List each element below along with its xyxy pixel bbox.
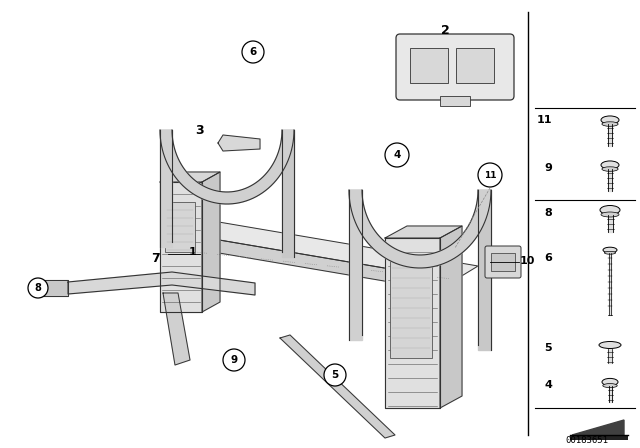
Circle shape [223,349,245,371]
Bar [165,202,195,252]
FancyBboxPatch shape [485,246,521,278]
Text: 6: 6 [544,253,552,263]
Ellipse shape [602,167,618,171]
Polygon shape [282,130,294,257]
FancyBboxPatch shape [396,34,514,100]
Text: 7: 7 [150,251,159,264]
Text: 5: 5 [332,370,339,380]
Polygon shape [172,218,478,280]
Text: 9: 9 [544,163,552,173]
Polygon shape [68,272,255,295]
Polygon shape [385,238,440,408]
Bar [570,435,628,440]
Polygon shape [608,349,612,363]
Ellipse shape [604,251,616,254]
Polygon shape [607,215,612,232]
Text: 1: 1 [189,247,197,257]
Polygon shape [478,190,491,350]
Circle shape [29,279,47,297]
Polygon shape [160,182,202,312]
Ellipse shape [601,161,619,169]
Polygon shape [163,293,190,365]
Text: 4: 4 [544,380,552,390]
Text: 6: 6 [250,47,257,57]
Text: 8: 8 [35,283,42,293]
Polygon shape [160,130,172,247]
Polygon shape [609,386,611,402]
Text: 10: 10 [519,256,534,266]
Polygon shape [38,280,68,296]
Polygon shape [280,335,395,438]
Polygon shape [608,169,612,191]
Text: 2: 2 [440,23,449,36]
Ellipse shape [599,341,621,349]
Text: 00183651: 00183651 [566,435,609,444]
Polygon shape [349,190,362,340]
Circle shape [28,278,48,298]
Bar [456,48,494,83]
Circle shape [34,284,42,292]
Ellipse shape [600,206,620,215]
Text: 4: 4 [394,150,401,160]
Text: 9: 9 [230,355,237,365]
Polygon shape [385,226,462,238]
Polygon shape [160,130,294,204]
Polygon shape [160,172,220,182]
Polygon shape [172,232,455,293]
Bar [410,48,448,83]
Text: 11: 11 [536,115,552,125]
Circle shape [324,364,346,386]
Polygon shape [608,124,612,146]
Ellipse shape [603,247,617,253]
Polygon shape [218,135,260,151]
Bar [440,96,470,106]
Polygon shape [202,172,220,312]
Ellipse shape [601,116,619,124]
Circle shape [242,41,264,63]
Polygon shape [572,420,624,435]
Text: 11: 11 [484,171,496,180]
Bar [491,253,515,271]
Ellipse shape [603,383,617,388]
Polygon shape [609,253,611,315]
Ellipse shape [602,379,618,386]
Text: 5: 5 [545,343,552,353]
Ellipse shape [601,212,619,217]
Polygon shape [440,226,462,408]
Text: 3: 3 [196,124,204,137]
Circle shape [385,143,409,167]
Circle shape [478,163,502,187]
Ellipse shape [602,122,618,126]
Text: 8: 8 [544,208,552,218]
Polygon shape [349,190,491,268]
Bar [390,258,432,358]
